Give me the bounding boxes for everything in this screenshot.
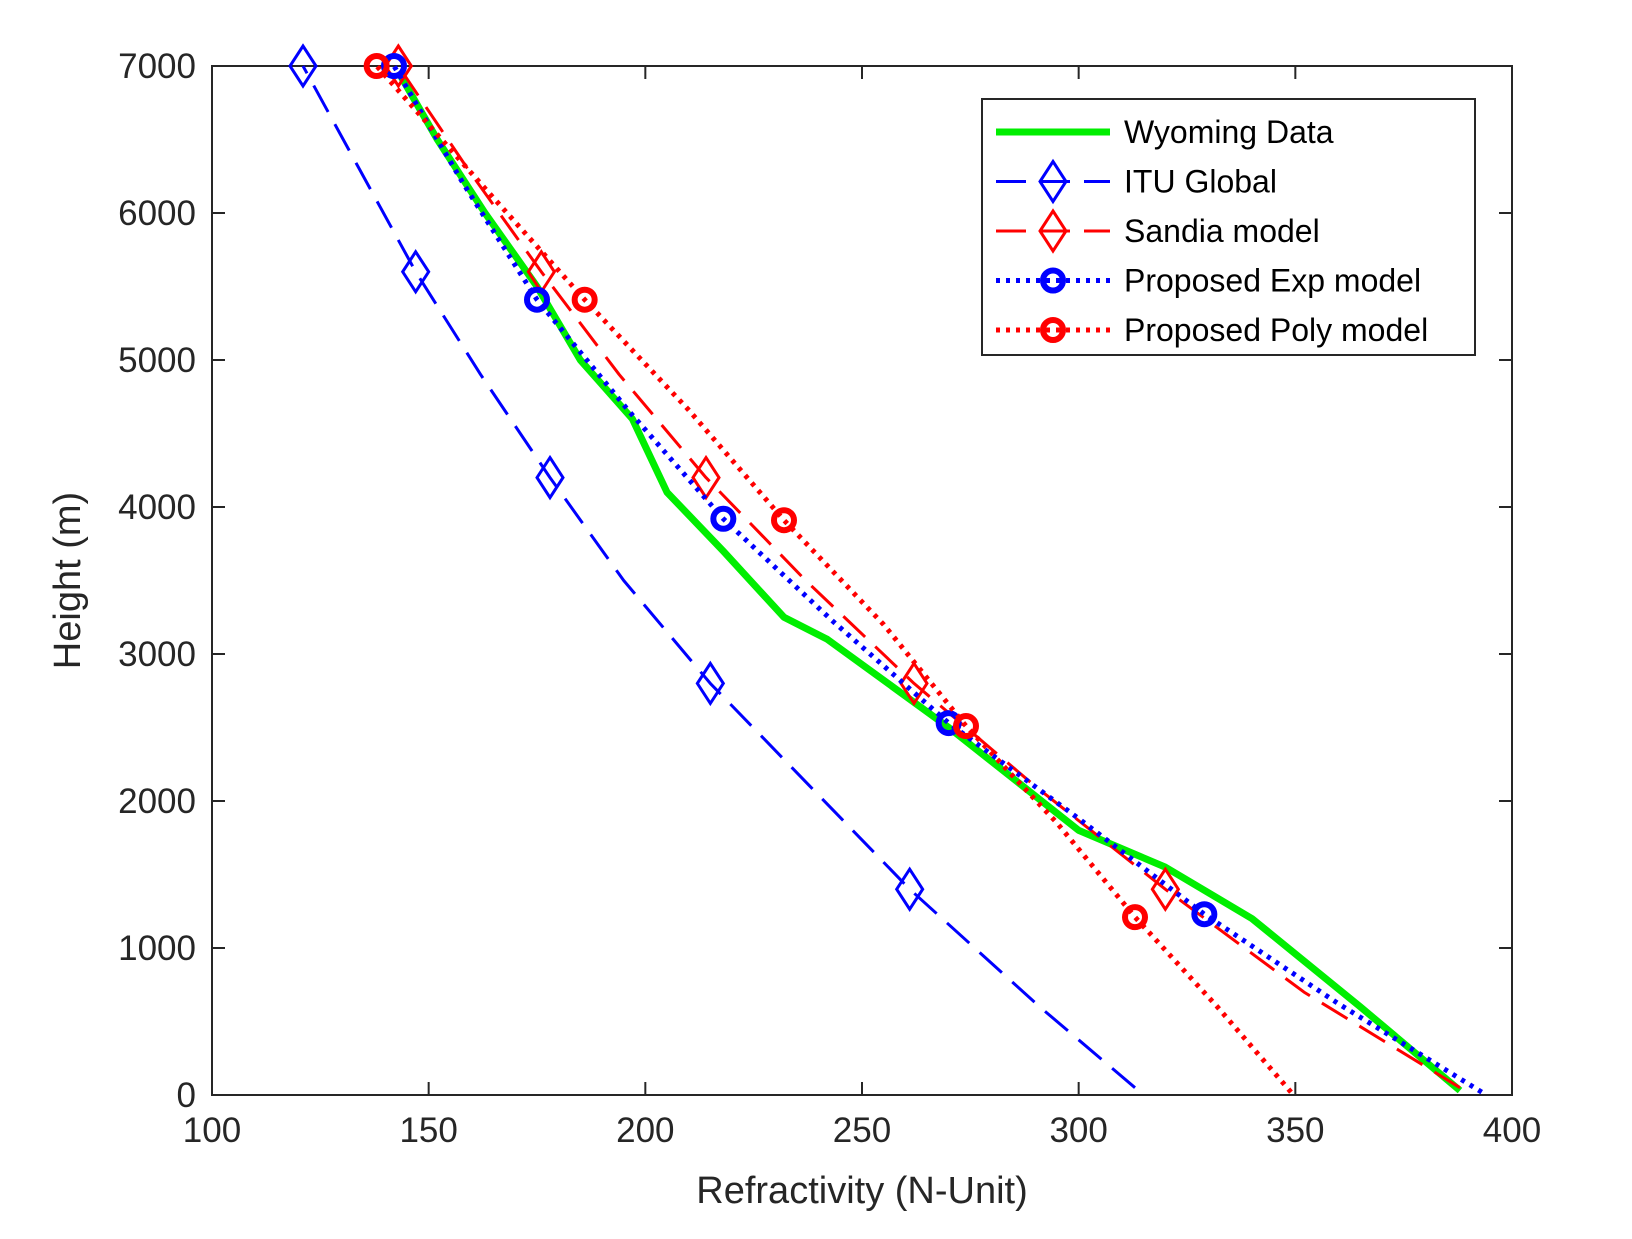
y-tick-label: 0 [177, 1076, 196, 1115]
legend-item: Proposed Exp model [996, 263, 1421, 299]
y-tick-label: 6000 [118, 194, 196, 233]
data-point-marker [524, 286, 550, 313]
y-tick-label: 4000 [118, 488, 196, 527]
legend-label: Proposed Exp model [1124, 263, 1421, 299]
y-tick-label: 3000 [118, 635, 196, 674]
x-tick-label: 300 [1049, 1111, 1107, 1150]
x-tick-label: 150 [399, 1111, 457, 1150]
data-point-marker [899, 660, 929, 707]
x-tick-label: 400 [1483, 1111, 1541, 1150]
y-tick-label: 2000 [118, 782, 196, 821]
legend-marker [1038, 158, 1068, 205]
legend-label: ITU Global [1124, 164, 1277, 200]
legend-label: Wyoming Data [1124, 114, 1334, 150]
series-line [395, 70, 1463, 1094]
y-tick-label: 7000 [118, 47, 196, 86]
legend: Wyoming Data ITU Global Sandia model Propos… [981, 98, 1476, 356]
x-tick-label: 100 [183, 1111, 241, 1150]
legend-item: Wyoming Data [996, 114, 1334, 150]
legend-item: Sandia model [996, 208, 1320, 254]
data-point-marker [695, 660, 726, 707]
legend-item: Proposed Poly model [996, 312, 1428, 348]
data-point-marker [535, 454, 565, 501]
data-point-marker [400, 249, 431, 295]
series-1 [288, 43, 1136, 1089]
legend-item: ITU Global [996, 158, 1277, 205]
y-axis-label: Height (m) [47, 492, 89, 669]
x-tick-label: 250 [833, 1111, 891, 1150]
axis-ticks: 100 150 200 250 300 350 4000100020003000400050… [118, 47, 1541, 1150]
data-point-marker [771, 507, 797, 534]
legend-marker [1038, 208, 1068, 254]
data-point-marker [894, 866, 925, 912]
data-point-marker [1122, 904, 1148, 931]
series-line [374, 64, 1293, 1094]
data-point-marker [953, 713, 979, 740]
data-point-marker [288, 43, 318, 89]
x-tick-label: 350 [1266, 1111, 1324, 1150]
data-point-marker [571, 286, 598, 313]
legend-label: Sandia model [1124, 213, 1320, 249]
data-point-marker [710, 505, 737, 532]
y-tick-label: 5000 [118, 341, 196, 380]
data-point-marker [363, 53, 390, 79]
series-line [301, 65, 1136, 1089]
legend-marker [1040, 317, 1066, 343]
legend-label: Proposed Poly model [1124, 312, 1428, 348]
legend-marker [1040, 267, 1066, 294]
series-layer [288, 43, 1484, 1095]
x-tick-label: 200 [616, 1111, 674, 1150]
y-tick-label: 1000 [118, 929, 196, 968]
x-axis-label: Refractivity (N-Unit) [696, 1170, 1027, 1212]
data-point-marker [1150, 866, 1181, 912]
data-point-marker [1191, 901, 1218, 928]
series-line [397, 65, 1461, 1089]
series-0 [395, 70, 1463, 1094]
series-4 [363, 53, 1293, 1094]
